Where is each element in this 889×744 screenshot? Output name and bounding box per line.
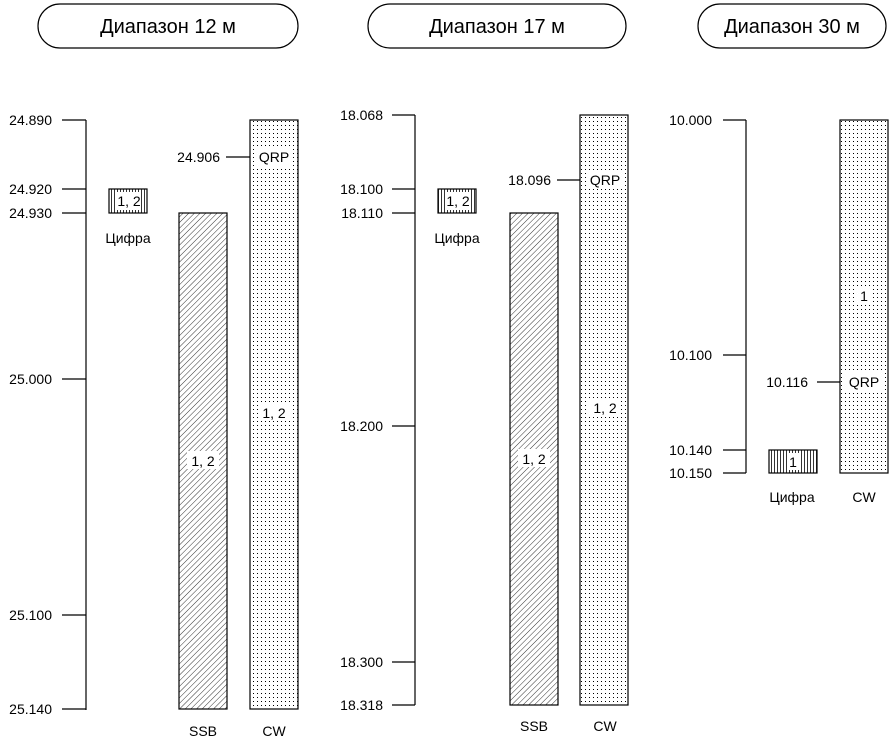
cw-segment: 10.116 QRP 1 CW: [766, 119, 889, 505]
cw-regions: 1, 2: [262, 405, 286, 421]
cw-regions: 1: [860, 288, 868, 304]
ssb-regions: 1, 2: [522, 451, 546, 467]
panel-title: Диапазон 12 м: [100, 16, 236, 38]
title-pill: [37, 3, 299, 49]
qrp-frequency: 10.116: [766, 374, 808, 390]
digital-regions: 1: [789, 454, 797, 470]
tick-label: 24.920: [9, 181, 52, 197]
title-pill: [697, 3, 887, 49]
tick-label: 24.930: [9, 205, 52, 221]
digital-label: Цифра: [434, 230, 479, 246]
digital-segment: 1 Цифра: [768, 449, 818, 505]
cw-segment: 24.906 QRP 1, 2 CW: [177, 119, 299, 739]
qrp-frequency: 18.096: [508, 172, 551, 188]
qrp-label: QRP: [590, 172, 620, 188]
qrp-frequency: 24.906: [177, 149, 220, 165]
tick-label: 10.100: [669, 347, 712, 363]
axis-ticks: 10.000 10.100 10.140 10.150: [669, 112, 746, 481]
digital-label: Цифра: [769, 489, 814, 505]
digital-segment: 1, 2 Цифра: [105, 188, 151, 246]
tick-label: 18.068: [340, 107, 383, 123]
tick-label: 18.110: [341, 205, 383, 221]
tick-label: 25.100: [9, 607, 52, 623]
digital-segment: 1, 2 Цифра: [434, 188, 480, 246]
panel-title: Диапазон 30 м: [724, 16, 860, 38]
tick-label: 10.140: [669, 442, 712, 458]
tick-label: 10.150: [669, 465, 712, 481]
ssb-segment: 1, 2 SSB: [509, 212, 559, 734]
panel-30m: Диапазон 30 м 10.000 10.100 10.140 10.15…: [669, 3, 889, 505]
ssb-segment: 1, 2 SSB: [178, 212, 228, 739]
digital-label: Цифра: [105, 230, 150, 246]
tick-label: 18.200: [340, 418, 383, 434]
tick-label: 24.890: [9, 112, 52, 128]
cw-label: CW: [852, 489, 876, 505]
tick-label: 25.140: [9, 701, 52, 717]
ssb-regions: 1, 2: [191, 453, 215, 469]
digital-regions: 1, 2: [446, 193, 470, 209]
tick-label: 18.100: [340, 181, 383, 197]
cw-segment: 18.096 QRP 1, 2 CW: [508, 114, 629, 734]
cw-regions: 1, 2: [593, 400, 617, 416]
tick-label: 18.300: [340, 654, 383, 670]
ssb-label: SSB: [189, 723, 217, 739]
axis-ticks: 18.068 18.100 18.110 18.200 18.300 18.31…: [340, 107, 415, 713]
panel-12m: Диапазон 12 м 24.890 24.920 24.930 25.00…: [9, 3, 299, 739]
qrp-label: QRP: [259, 149, 289, 165]
tick-label: 18.318: [340, 697, 383, 713]
cw-label: CW: [593, 718, 617, 734]
title-pill: [367, 3, 627, 49]
axis-ticks: 24.890 24.920 24.930 25.000 25.100 25.14…: [9, 112, 86, 717]
panel-17m: Диапазон 17 м 18.068 18.100 18.110 18.20…: [340, 3, 629, 734]
panel-title: Диапазон 17 м: [429, 16, 565, 38]
qrp-label: QRP: [849, 374, 879, 390]
ssb-label: SSB: [520, 718, 548, 734]
tick-label: 25.000: [9, 371, 52, 387]
tick-label: 10.000: [669, 112, 712, 128]
digital-regions: 1, 2: [117, 193, 141, 209]
cw-label: CW: [262, 723, 286, 739]
